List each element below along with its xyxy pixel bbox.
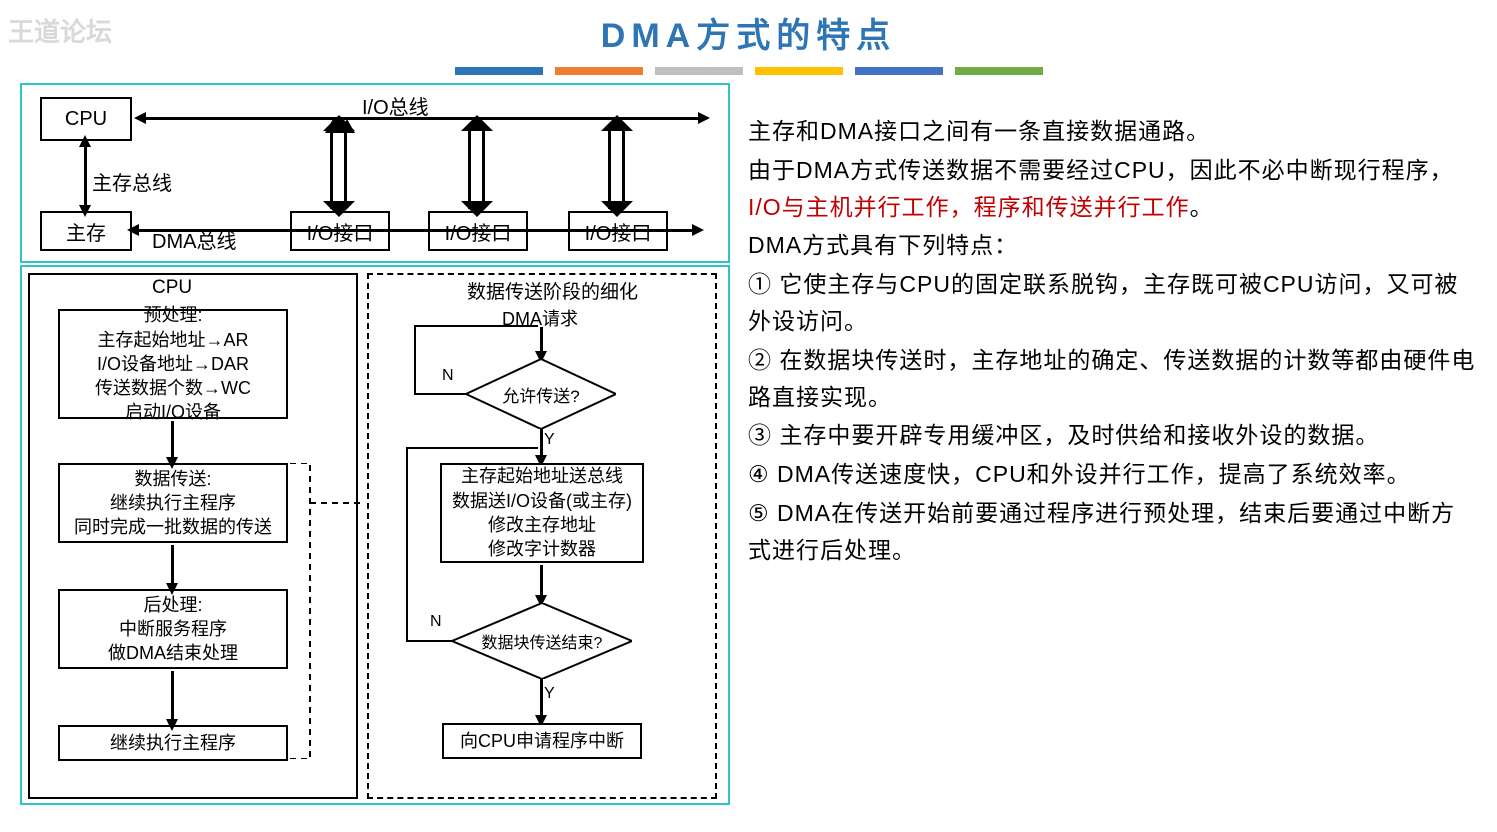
para-8: ⑤ DMA在传送开始前要通过程序进行预处理，结束后要通过中断方式进行后处理。 (748, 495, 1477, 569)
para-2: 由于DMA方式传送数据不需要经过CPU，因此不必中断现行程序，I/O与主机并行工… (748, 152, 1477, 226)
para-3: DMA方式具有下列特点： (748, 227, 1477, 264)
xfer-box: 数据传送: 继续执行主程序 同时完成一批数据的传送 (58, 463, 288, 543)
allow-diamond: 允许传送? (466, 359, 616, 429)
irq-box: 向CPU申请程序中断 (442, 723, 642, 759)
para-6: ③ 主存中要开辟专用缓冲区，及时供给和接收外设的数据。 (748, 417, 1477, 454)
text-column: 主存和DMA接口之间有一条直接数据通路。 由于DMA方式传送数据不需要经过CPU… (748, 83, 1477, 805)
bus-diagram: CPU 主存 I/O接口 I/O接口 I/O接口 I/O总线 主存总线 DMA总… (20, 83, 730, 263)
para-7: ④ DMA传送速度快，CPU和外设并行工作，提高了系统效率。 (748, 456, 1477, 493)
post-box: 后处理: 中断服务程序 做DMA结束处理 (58, 589, 288, 669)
body-box: 主存起始地址送总线 数据送I/O设备(或主存) 修改主存地址 修改字计数器 (440, 463, 644, 563)
para-4: ① 它使主存与CPU的固定联系脱钩，主存既可被CPU访问，又可被外设访问。 (748, 266, 1477, 340)
pre-box: 预处理: 主存起始地址→AR I/O设备地址→DAR 传送数据个数→WC 启动I… (58, 309, 288, 419)
para-1: 主存和DMA接口之间有一条直接数据通路。 (748, 113, 1477, 150)
done-diamond: 数据块传送结束? (452, 603, 632, 679)
diagram-column: CPU 主存 I/O接口 I/O接口 I/O接口 I/O总线 主存总线 DMA总… (20, 83, 730, 805)
bracket-icon (290, 463, 370, 759)
mem-bus-label: 主存总线 (92, 167, 172, 196)
flowchart: CPU 数据传送阶段的细化 预处理: 主存起始地址→AR I/O设备地址→DAR… (20, 265, 730, 805)
flow-right-title: 数据传送阶段的细化 (467, 277, 638, 304)
accent-bars (0, 67, 1497, 75)
main-content: CPU 主存 I/O接口 I/O接口 I/O接口 I/O总线 主存总线 DMA总… (0, 83, 1497, 805)
watermark: 王道论坛 (8, 12, 112, 49)
io-bus-label: I/O总线 (362, 91, 429, 120)
mem-box: 主存 (40, 211, 132, 251)
flow-left-title: CPU (152, 277, 192, 299)
page-title: DMA方式的特点 (0, 8, 1497, 57)
para-5: ② 在数据块传送时，主存地址的确定、传送数据的计数等都由硬件电路直接实现。 (748, 342, 1477, 416)
